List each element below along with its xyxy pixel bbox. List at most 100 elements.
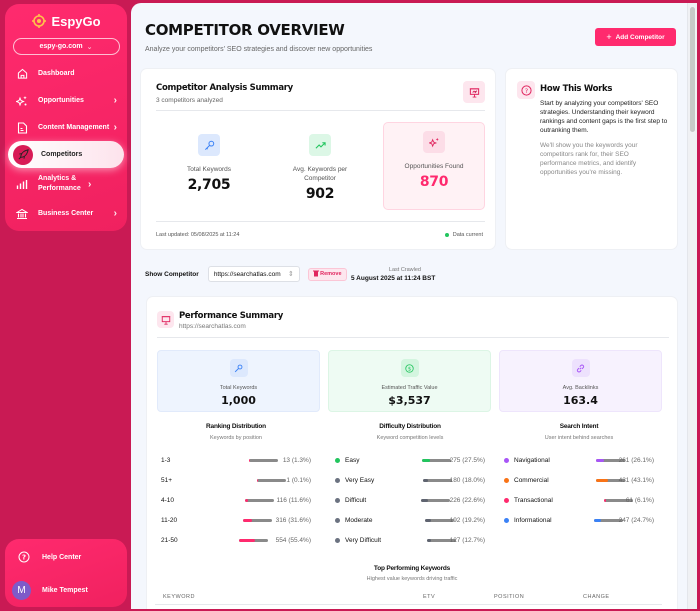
chevron-up-down-icon: ⇕ xyxy=(287,271,294,278)
key-icon xyxy=(229,359,248,377)
help-center-label: Help Center xyxy=(42,553,82,561)
user-profile[interactable]: M Mike Tempest xyxy=(5,575,127,605)
performance-summary-card: Performance Summary https://searchatlas.… xyxy=(147,297,677,609)
row-label: Very Easy xyxy=(345,476,375,484)
intent-row: Transactional 61 (6.1%) xyxy=(504,490,654,510)
how-paragraph-2: We'll show you the keywords your competi… xyxy=(540,142,638,176)
section-subtitle: Keyword competition levels xyxy=(376,435,444,441)
last-updated: Last updated: 05/08/2025 at 11:24 xyxy=(156,232,240,238)
row-label: Informational xyxy=(514,516,552,524)
stat-label: Avg. Keywords per Competitor xyxy=(292,166,348,182)
progress-bar xyxy=(594,518,623,522)
svg-text:?: ? xyxy=(524,86,527,94)
competitor-selector-row: Show Competitor https://searchatlas.com … xyxy=(145,265,347,283)
sidebar-item-label: Dashboard xyxy=(38,69,75,77)
section-title: Difficulty Distribution xyxy=(379,423,441,430)
plus-icon: + xyxy=(606,32,612,42)
ranking-row: 11-20 316 (31.6%) xyxy=(161,510,311,530)
sidebar-item-dashboard[interactable]: Dashboard xyxy=(5,60,127,87)
progress-bar xyxy=(422,458,451,462)
row-value: 61 (6.1%) xyxy=(625,496,654,504)
column-header-keyword[interactable]: KEYWORD xyxy=(163,594,195,600)
section-title: Ranking Distribution xyxy=(206,423,266,430)
metric-label: Total Keywords xyxy=(219,385,258,391)
divider xyxy=(156,110,485,111)
section-title: Search Intent xyxy=(559,423,599,430)
metric-value: 163.4 xyxy=(563,394,598,407)
difficulty-row: Very Easy 180 (18.0%) xyxy=(335,470,485,490)
sidebar-item-business-center[interactable]: Business Center › xyxy=(5,200,127,227)
performance-url: https://searchatlas.com xyxy=(179,323,246,330)
brand-name: EspyGo xyxy=(51,13,101,29)
section-subtitle: Keywords by position xyxy=(210,435,262,441)
sidebar-item-label: Opportunities xyxy=(38,96,84,104)
ranking-row: 51+ 1 (0.1%) xyxy=(161,470,311,490)
progress-bar xyxy=(596,458,625,462)
chevron-right-icon: › xyxy=(88,178,92,190)
progress-bar xyxy=(423,478,452,482)
progress-bar xyxy=(243,518,272,522)
row-value: 275 (27.5%) xyxy=(449,456,485,464)
status-dot-icon xyxy=(504,497,509,503)
metric-value: 1,000 xyxy=(221,394,256,407)
column-header-etv[interactable]: ETV xyxy=(423,594,436,600)
row-value: 127 (12.7%) xyxy=(449,536,485,544)
document-icon xyxy=(16,121,28,134)
add-competitor-button[interactable]: + Add Competitor xyxy=(595,28,676,46)
progress-bar xyxy=(427,538,456,542)
ranking-row: 4-10 116 (11.6%) xyxy=(161,490,311,510)
last-crawled-value: 5 August 2025 at 11:24 BST xyxy=(351,275,436,282)
competitor-select[interactable]: https://searchatlas.com ⇕ xyxy=(207,266,300,282)
difficulty-row: Easy 275 (27.5%) xyxy=(335,450,485,470)
dollar-icon: $ xyxy=(400,359,419,377)
column-header-position[interactable]: POSITION xyxy=(494,594,525,600)
stat-opportunities-found: Opportunities Found 870 xyxy=(383,122,485,210)
trash-icon xyxy=(313,270,320,279)
sidebar-item-analytics-performance[interactable]: Analytics & Performance › xyxy=(5,168,127,200)
add-competitor-label: Add Competitor xyxy=(615,33,665,41)
avatar: M xyxy=(12,580,31,600)
row-label: Commercial xyxy=(514,476,549,484)
section-subtitle: User intent behind searches xyxy=(544,435,614,441)
competitor-select-value: https://searchatlas.com xyxy=(213,270,281,278)
sidebar-item-content-management[interactable]: Content Management › xyxy=(5,114,127,141)
status-dot-icon xyxy=(335,457,340,463)
scrollbar-thumb[interactable] xyxy=(690,7,695,132)
progress-bar xyxy=(596,478,625,482)
sidebar-item-competitors[interactable]: Competitors xyxy=(8,141,124,168)
rocket-icon xyxy=(13,144,33,165)
show-competitor-label: Show Competitor xyxy=(145,270,199,278)
chevron-right-icon: › xyxy=(113,122,117,133)
metric-avg-backlinks: Avg. Backlinks 163.4 xyxy=(499,350,662,412)
row-label: Difficult xyxy=(345,496,367,504)
bank-icon xyxy=(16,208,28,220)
brand-logo[interactable]: EspyGo xyxy=(5,10,127,32)
top-keywords-section: Top Performing Keywords Highest value ke… xyxy=(147,565,677,582)
scrollbar[interactable] xyxy=(687,3,697,609)
row-label: 1-3 xyxy=(161,456,171,464)
sidebar-item-label: Competitors xyxy=(41,150,83,158)
help-center-link[interactable]: ? Help Center xyxy=(5,545,127,569)
sidebar-item-opportunities[interactable]: Opportunities › xyxy=(5,87,127,114)
link-icon xyxy=(571,359,590,377)
progress-bar xyxy=(421,498,450,502)
domain-select[interactable]: espy-go.com ⌄ xyxy=(12,38,120,55)
row-value: 431 (43.1%) xyxy=(618,476,654,484)
presentation-icon xyxy=(463,81,485,103)
metric-label: Estimated Traffic Value xyxy=(381,385,438,391)
chevron-down-icon: ⌄ xyxy=(86,43,93,51)
divider xyxy=(156,221,485,222)
column-header-change[interactable]: CHANGE xyxy=(583,594,610,600)
difficulty-distribution: Difficulty Distribution Keyword competit… xyxy=(335,423,485,550)
row-label: Easy xyxy=(345,456,360,464)
progress-bar xyxy=(604,498,633,502)
remove-competitor-button[interactable]: Remove xyxy=(307,267,347,281)
intent-row: Commercial 431 (43.1%) xyxy=(504,470,654,490)
how-title: How This Works xyxy=(540,84,613,94)
page-title: COMPETITOR OVERVIEW xyxy=(145,21,345,39)
remove-label: Remove xyxy=(320,271,342,277)
row-label: Navigational xyxy=(514,456,550,464)
row-label: 11-20 xyxy=(161,516,178,524)
last-crawled-label: Last Crawled xyxy=(388,267,421,273)
section-subtitle: Highest value keywords driving traffic xyxy=(366,576,458,582)
